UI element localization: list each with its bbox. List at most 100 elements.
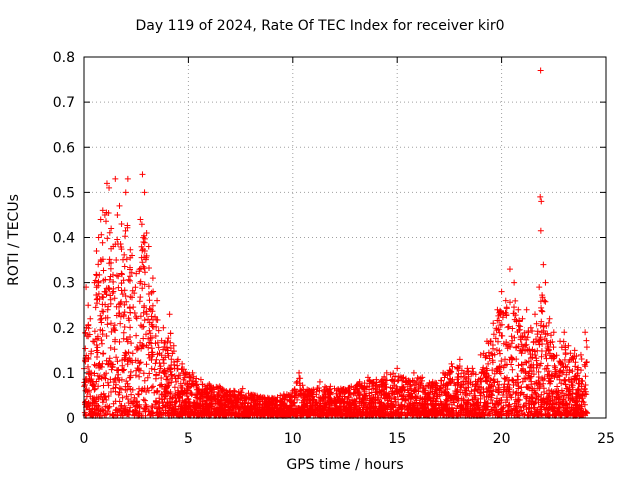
data-point [537,227,544,234]
data-point [306,387,313,394]
data-point [174,356,181,363]
data-point [103,180,110,187]
plot-frame [83,56,607,419]
x-tick-label: 25 [597,431,615,447]
data-point [216,383,223,390]
data-point [348,383,355,390]
data-point [419,374,426,381]
data-point [515,306,522,313]
data-point [145,243,152,250]
data-point [112,175,119,182]
data-point [139,171,146,178]
data-point [557,338,564,345]
data-point [197,376,204,383]
data-point [91,279,98,286]
x-axis-label: GPS time / hours [286,457,404,473]
data-point [143,229,150,236]
data-point [93,248,100,255]
y-tick-label: 0.3 [53,276,75,292]
data-point [483,338,490,345]
data-point [277,392,284,399]
x-tick-label: 20 [493,431,511,447]
data-point [490,320,497,327]
data-point [536,284,543,291]
data-point [129,252,136,259]
scatter-density [81,209,591,419]
data-point [498,288,505,295]
data-point [456,356,463,363]
data-point [506,266,513,273]
data-point [122,189,129,196]
y-tick-label: 0.8 [53,50,75,66]
y-tick-label: 0.6 [53,140,75,156]
data-point [356,378,363,385]
data-point [494,306,501,313]
data-point [316,378,323,385]
data-point [227,387,234,394]
data-point [264,394,271,401]
data-point [160,324,167,331]
data-point [118,220,125,227]
x-tick-label: 10 [284,431,302,447]
data-point [523,306,530,313]
data-point [101,211,108,218]
y-tick-label: 0.7 [53,95,75,111]
data-point [85,302,92,309]
data-point [141,189,148,196]
data-point [394,365,401,372]
data-point [537,193,544,200]
point-cloud [81,209,591,419]
chart-title: Day 119 of 2024, Rate Of TEC Index for r… [135,18,505,34]
data-point [108,225,115,232]
data-point [164,338,171,345]
data-point [469,365,476,372]
data-point [511,279,518,286]
data-point [106,184,113,191]
data-point [289,387,296,394]
data-point [170,342,177,349]
y-tick-label: 0 [66,411,75,427]
data-points [83,67,589,401]
data-point [532,311,539,318]
data-point [502,297,509,304]
data-point [538,198,545,205]
grid-lines [84,57,606,418]
data-point [364,374,371,381]
data-point [429,378,436,385]
data-point [154,297,161,304]
data-point [440,369,447,376]
data-point [448,360,455,367]
data-point [540,261,547,268]
data-point [87,315,94,322]
data-point [137,216,144,223]
data-point [99,207,106,214]
data-point [239,385,246,392]
data-point [110,243,117,250]
data-point [383,369,390,376]
data-point [546,315,553,322]
data-point [149,275,156,282]
data-point [337,385,344,392]
data-point [133,270,140,277]
y-tick-label: 0.2 [53,321,75,337]
data-point [477,351,484,358]
data-point [189,369,196,376]
data-point [124,175,131,182]
data-point [582,329,589,336]
data-point [116,202,123,209]
data-point [166,311,173,318]
data-point [206,381,213,388]
y-tick-label: 0.4 [53,231,75,247]
data-point [296,369,303,376]
data-point [252,392,259,399]
x-tick-label: 0 [80,431,89,447]
data-point [95,234,102,241]
data-point [327,383,334,390]
data-point [571,347,578,354]
y-tick-label: 0.1 [53,366,75,382]
data-point [565,342,572,349]
data-point [373,376,380,383]
data-point [97,216,104,223]
x-tick-label: 5 [184,431,193,447]
data-point [537,67,544,74]
